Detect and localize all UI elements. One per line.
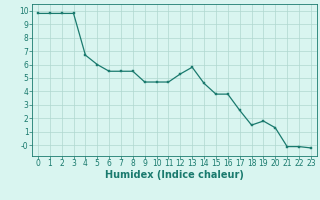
X-axis label: Humidex (Indice chaleur): Humidex (Indice chaleur) xyxy=(105,170,244,180)
